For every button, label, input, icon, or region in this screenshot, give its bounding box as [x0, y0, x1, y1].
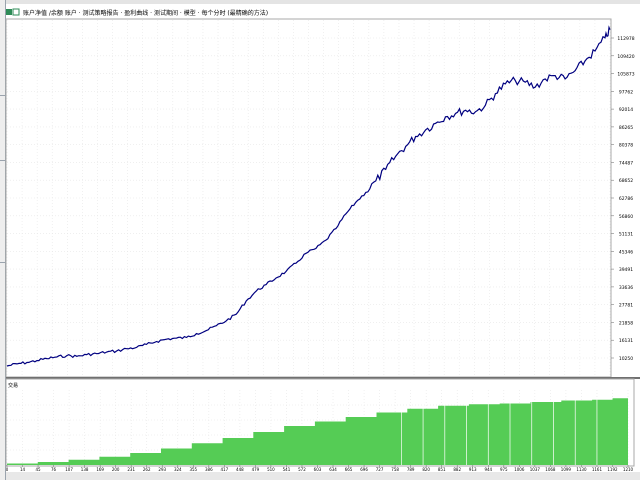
trades-x-tick-label: 975	[500, 467, 508, 472]
window-title-strip	[6, 0, 640, 4]
equity-y-tick-label: 86265	[619, 125, 633, 131]
equity-y-tick-label: 33636	[619, 285, 633, 291]
trades-x-tick-label: 355	[189, 467, 197, 472]
trades-x-tick-label: 200	[112, 467, 120, 472]
trades-x-tick-label: 758	[391, 467, 399, 472]
equity-y-tick-label: 97762	[619, 89, 633, 95]
equity-y-tick-label: 74487	[619, 160, 633, 166]
trades-x-tick-label: 882	[453, 467, 461, 472]
trades-x-tick-label: 231	[127, 467, 135, 472]
trades-x-tick-label: 293	[158, 467, 166, 472]
trades-x-tick-label: 696	[360, 467, 368, 472]
trades-x-axis: 0 14 45 76 107 138 169 200 231 262 293 324 355 386 417…	[6, 465, 634, 472]
equity-y-tick-label: 105873	[617, 72, 634, 78]
trades-x-tick-label: 1161	[592, 467, 603, 472]
trades-x-tick-label: 262	[143, 467, 151, 472]
trades-x-tick-label: 913	[469, 467, 477, 472]
equity-y-tick-label: 109420	[617, 54, 634, 60]
trades-x-tick-label: 820	[422, 467, 430, 472]
equity-y-tick-label: 80378	[619, 143, 633, 149]
trades-x-tick-label: 1192	[607, 467, 618, 472]
chart-window-icon	[6, 8, 20, 16]
trades-x-tick-label: 417	[221, 467, 229, 472]
trades-x-tick-label: 634	[329, 467, 337, 472]
equity-y-tick-label: 112978	[617, 36, 634, 42]
trades-x-tick-label: 0	[6, 467, 9, 472]
trades-x-tick-label: 14	[20, 467, 26, 472]
trades-x-tick-label: 665	[345, 467, 353, 472]
equity-plot: 112978 109420 105873 97762 92014 86265 80378 74…	[5, 18, 635, 378]
equity-y-tick-label: 45346	[619, 249, 633, 255]
equity-y-tick-label: 21858	[619, 320, 633, 326]
equity-y-tick-label: 92014	[619, 107, 633, 113]
equity-y-tick-label: 62786	[619, 196, 633, 202]
trades-x-tick-label: 107	[65, 467, 73, 472]
trades-x-tick-label: 727	[376, 467, 384, 472]
trades-x-tick-label: 1037	[530, 467, 541, 472]
trades-x-tick-label: 45	[36, 467, 42, 472]
trades-x-tick-label: 1130	[576, 467, 587, 472]
trades-x-tick-label: 324	[174, 467, 182, 472]
trades-x-tick-label: 479	[252, 467, 260, 472]
status-bar	[6, 472, 640, 480]
trades-x-tick-label: 76	[51, 467, 57, 472]
trades-x-tick-label: 1068	[545, 467, 556, 472]
trades-x-tick-label: 510	[267, 467, 275, 472]
trades-panel-title: 交易	[8, 382, 18, 389]
equity-y-tick-label: 56860	[619, 214, 633, 220]
equity-grid	[6, 20, 611, 376]
trades-x-tick-label: 1210	[623, 467, 634, 472]
trades-x-tick-label: 851	[438, 467, 446, 472]
equity-y-tick-label: 16131	[619, 338, 633, 344]
trades-x-tick-label: 944	[484, 467, 492, 472]
trades-x-tick-label: 789	[407, 467, 415, 472]
trades-x-tick-label: 572	[298, 467, 306, 472]
trades-x-tick-label: 603	[314, 467, 322, 472]
chart-title-text: 账户净值 /余额 账户 · 测试策略报告 · 盈利曲线 · 测试期间 · 模型 …	[23, 9, 268, 17]
equity-y-axis: 112978 109420 105873 97762 92014 86265 80378 74…	[611, 36, 635, 362]
equity-y-tick-label: 10250	[619, 356, 633, 362]
trades-x-tick-label: 169	[96, 467, 104, 472]
equity-y-tick-label: 39491	[619, 267, 633, 273]
trades-x-tick-label: 448	[236, 467, 244, 472]
trades-plot: 交易 0 14 45 76 107 138 169 200 231 262 293 324 355 386…	[5, 378, 635, 472]
trades-x-tick-label: 1099	[561, 467, 572, 472]
panel-separator[interactable]	[6, 377, 640, 379]
equity-y-tick-label: 51131	[619, 232, 633, 238]
equity-y-tick-label: 27781	[619, 303, 633, 309]
chart-header: 账户净值 /余额 账户 · 测试策略报告 · 盈利曲线 · 测试期间 · 模型 …	[6, 0, 640, 17]
equity-y-tick-label: 68652	[619, 178, 633, 184]
trades-x-tick-label: 138	[81, 467, 89, 472]
trades-x-tick-label: 541	[283, 467, 291, 472]
equity-line-series	[6, 25, 611, 367]
trades-area-series	[7, 396, 628, 465]
trades-x-tick-label: 386	[205, 467, 213, 472]
trades-bars	[400, 398, 598, 465]
trades-x-tick-label: 1006	[514, 467, 525, 472]
